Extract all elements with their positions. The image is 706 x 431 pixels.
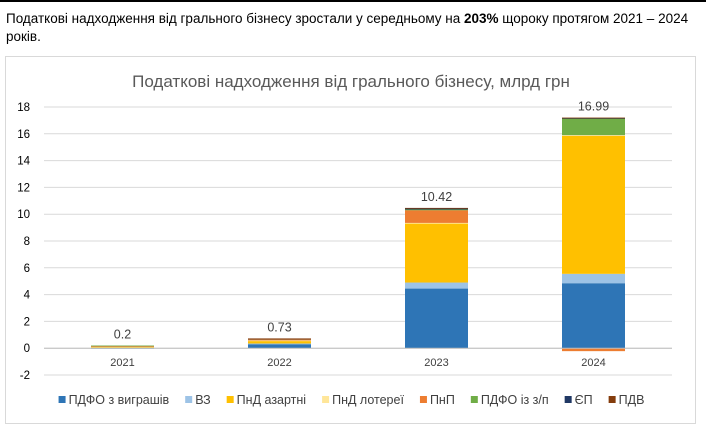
legend-swatch	[322, 396, 330, 403]
y-tick-label: 2	[24, 316, 30, 328]
legend-label: ВЗ	[195, 393, 210, 407]
bar-segment	[405, 207, 468, 209]
y-tick-label: 0	[24, 343, 30, 355]
legend-label: ПнД лотереї	[332, 393, 404, 407]
bar-segment	[248, 338, 311, 340]
headline-highlight: 203%	[464, 11, 499, 26]
y-tick-label: 12	[17, 182, 30, 194]
legend-swatch	[226, 396, 234, 403]
bar-segment	[405, 209, 468, 211]
legend-label: ЄП	[575, 393, 593, 407]
legend-label: ПДФО з виграшів	[69, 393, 170, 407]
bar-segment	[91, 346, 154, 347]
bar-segment	[562, 117, 625, 119]
bar-segment	[405, 208, 468, 210]
bar-segment	[562, 118, 625, 136]
legend-swatch	[419, 396, 427, 403]
bars	[91, 117, 625, 352]
legend-label: ПнП	[430, 393, 455, 407]
bar-segment	[405, 210, 468, 223]
total-data-label: 10.42	[421, 190, 452, 204]
legend-item: ПнП	[419, 393, 455, 407]
bar-segment	[91, 345, 154, 347]
headline-part2: щороку протягом 2021 – 2024 років.	[6, 11, 689, 44]
y-axis-ticks: -2 0 2 4 6 8 10 12 14 16 18	[17, 102, 30, 382]
x-category-label: 2022	[267, 357, 291, 369]
bar-segment	[405, 223, 468, 283]
bar-segment	[405, 288, 468, 349]
chart-frame: Податкові надходження від грального бізн…	[5, 56, 696, 424]
y-tick-label: -2	[20, 370, 30, 382]
total-data-label: 0.73	[267, 320, 291, 334]
bar-segment	[562, 348, 625, 352]
x-axis-categories: 2021 2022 2023 2024	[110, 357, 605, 369]
total-labels: 0.2 0.73 10.42 16.99	[114, 100, 609, 342]
bar-segment	[248, 343, 311, 345]
top-rule	[0, 0, 706, 2]
total-data-label: 16.99	[578, 100, 609, 114]
legend-item: ПнД лотереї	[322, 393, 404, 407]
legend-swatch	[470, 396, 478, 403]
legend-swatch	[58, 396, 66, 403]
bar-segment	[562, 135, 625, 136]
y-tick-label: 10	[17, 209, 30, 221]
bar-segment	[248, 340, 311, 344]
legend-item: ПДФО із з/п	[470, 393, 549, 407]
bar-segment	[562, 135, 625, 274]
y-tick-label: 14	[17, 156, 30, 168]
legend-item: ЄП	[564, 393, 593, 407]
legend-item: ВЗ	[185, 393, 211, 407]
legend-swatch	[564, 396, 572, 403]
chart-title: Податкові надходження від грального бізн…	[132, 72, 570, 91]
y-tick-label: 16	[17, 129, 30, 141]
legend-item: ПДВ	[608, 393, 645, 407]
x-category-label: 2021	[110, 357, 134, 369]
y-tick-label: 4	[24, 290, 31, 302]
bar-segment	[405, 222, 468, 224]
bar-segment	[405, 282, 468, 289]
bar-segment	[248, 340, 311, 342]
legend-swatch	[185, 396, 193, 403]
legend-label: ПДФО із з/п	[481, 393, 549, 407]
bar-segment	[248, 344, 311, 349]
headline: Податкові надходження від грального бізн…	[6, 10, 696, 46]
legend-item: ПДФО з виграшів	[58, 393, 170, 407]
legend-item: ПнД азартні	[226, 393, 306, 407]
y-tick-label: 18	[17, 102, 30, 114]
headline-part1: Податкові надходження від грального бізн…	[6, 11, 465, 26]
legend-swatch	[608, 396, 616, 403]
bar-segment	[562, 117, 625, 119]
x-category-label: 2023	[424, 357, 448, 369]
y-tick-label: 6	[24, 263, 30, 275]
bar-segment	[91, 347, 154, 348]
bar-segment	[248, 339, 311, 341]
legend-label: ПнД азартні	[237, 393, 306, 407]
x-category-label: 2024	[581, 357, 605, 369]
stacked-bar-chart: Податкові надходження від грального бізн…	[17, 72, 672, 407]
legend: ПДФО з виграшів ВЗ ПнД азартні ПнД лотереї П…	[58, 393, 645, 407]
legend-label: ПДВ	[619, 393, 645, 407]
total-data-label: 0.2	[114, 328, 131, 342]
bar-segment	[562, 283, 625, 349]
y-tick-label: 8	[24, 236, 30, 248]
bar-segment	[562, 273, 625, 284]
